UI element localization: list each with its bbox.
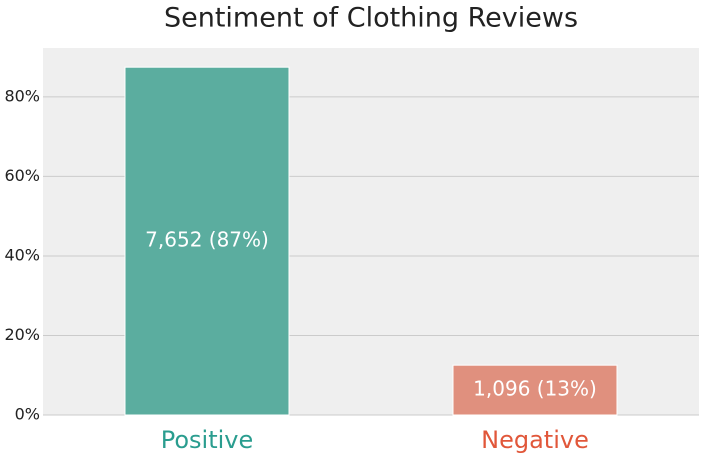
x-tick-label: Negative [481,426,589,454]
y-tick-label: 80% [4,86,40,105]
y-tick-label: 40% [4,245,40,264]
y-tick-label: 0% [15,405,40,424]
bar [452,364,618,416]
x-tick-label: Positive [161,426,254,454]
value-label: 7,652 (87%) [145,228,269,252]
bar [124,66,290,416]
y-tick-label: 20% [4,325,40,344]
y-tick-label: 60% [4,166,40,185]
value-label: 1,096 (13%) [473,377,597,401]
chart-title: Sentiment of Clothing Reviews [164,3,578,34]
